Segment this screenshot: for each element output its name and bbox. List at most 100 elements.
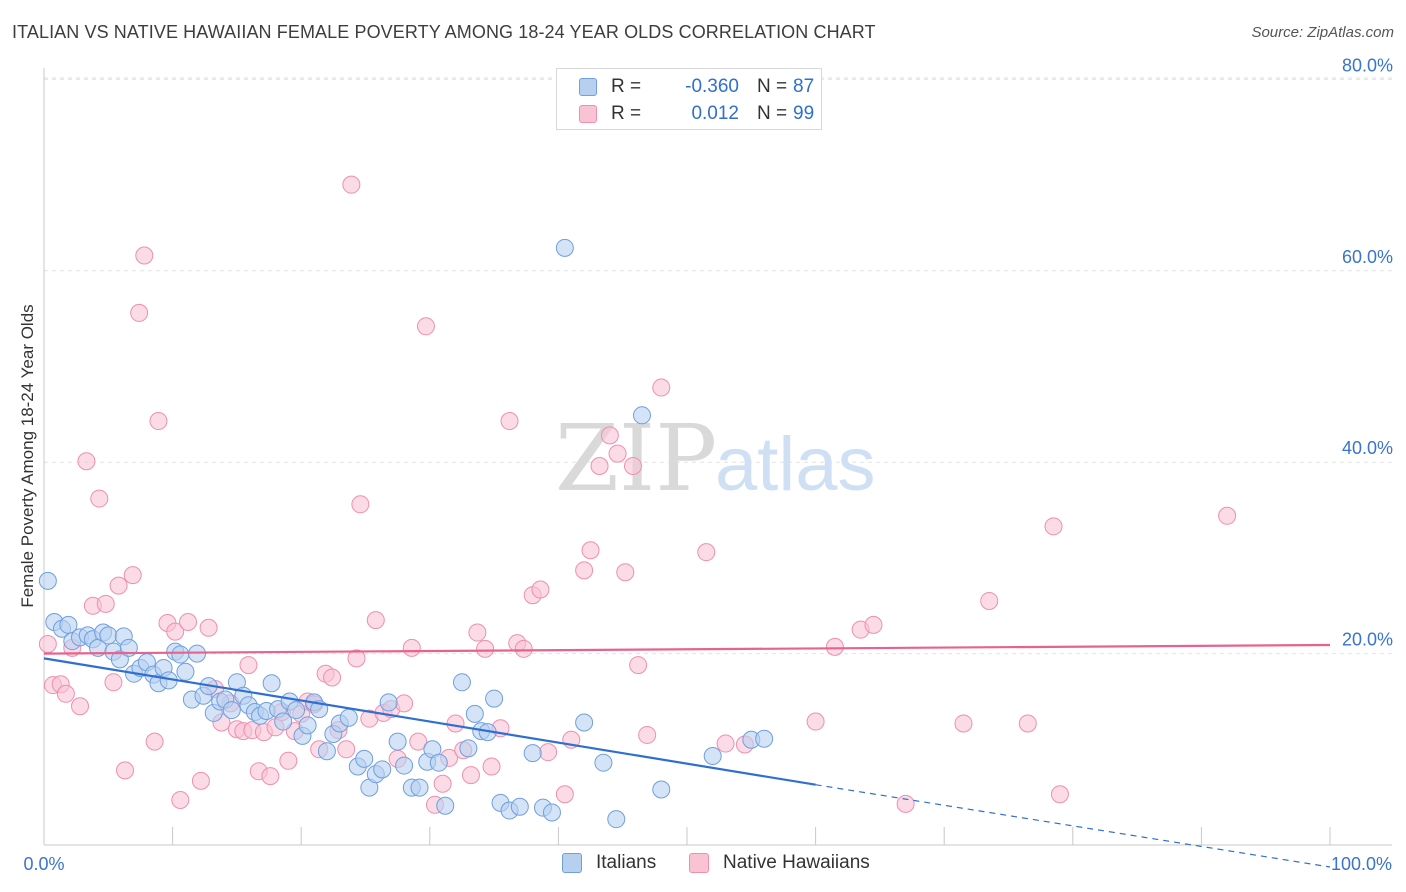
native-hawaiian-point bbox=[166, 622, 185, 641]
native-hawaiians-swatch bbox=[689, 853, 709, 873]
native-hawaiian-point bbox=[337, 740, 356, 759]
native-hawaiian-point bbox=[652, 378, 671, 397]
native-hawaiian-point bbox=[616, 563, 635, 582]
italian-point bbox=[262, 674, 281, 693]
italian-point bbox=[594, 753, 613, 772]
native-hawaiian-point bbox=[825, 637, 844, 656]
native-hawaiian-point bbox=[123, 566, 142, 585]
italians-swatch bbox=[562, 853, 582, 873]
y-tick-label: 40.0% bbox=[1342, 438, 1393, 458]
native-hawaiian-point bbox=[608, 444, 627, 463]
italian-point bbox=[410, 778, 429, 797]
grid-layer bbox=[44, 77, 1392, 655]
native-hawaiian-point bbox=[77, 452, 96, 471]
italian-point bbox=[575, 713, 594, 732]
native-hawaiian-point bbox=[575, 561, 594, 580]
native-hawaiian-point bbox=[581, 541, 600, 560]
x-tick-label: 0.0% bbox=[23, 854, 64, 874]
native-hawaiian-point bbox=[482, 757, 501, 776]
native-hawaiian-point bbox=[433, 774, 452, 793]
native-hawaiian-point bbox=[171, 791, 190, 810]
italian-point bbox=[607, 810, 626, 829]
native-hawaiian-point bbox=[366, 611, 385, 630]
native-hawaiian-point bbox=[199, 618, 218, 637]
r-label: R = bbox=[611, 103, 642, 124]
italians-trend-extension bbox=[815, 784, 1331, 868]
correlation-legend: R = -0.360 N = 87 R = 0.012 N = 99 bbox=[556, 68, 822, 130]
watermark-atlas: atlas bbox=[715, 422, 876, 507]
native-hawaiian-point bbox=[135, 246, 154, 265]
axes-layer bbox=[43, 68, 1392, 846]
native-hawaiian-point bbox=[347, 649, 366, 668]
chart-title: ITALIAN VS NATIVE HAWAIIAN FEMALE POVERT… bbox=[12, 22, 876, 42]
n-value: 99 bbox=[793, 103, 815, 124]
native-hawaiian-point bbox=[514, 639, 533, 658]
native-hawaiian-point bbox=[239, 656, 258, 675]
italian-point bbox=[452, 673, 471, 692]
n-label: N = bbox=[757, 76, 788, 97]
italian-point bbox=[542, 803, 561, 822]
native-hawaiian-point bbox=[279, 751, 298, 770]
native-hawaiian-point bbox=[638, 725, 657, 744]
italian-point bbox=[274, 712, 293, 731]
italian-point bbox=[632, 406, 651, 425]
r-value: -0.360 bbox=[685, 76, 739, 97]
italian-point bbox=[510, 797, 529, 816]
x-tick-label: 100.0% bbox=[1331, 854, 1392, 874]
native-hawaiian-point bbox=[351, 495, 370, 514]
native-hawaiian-point bbox=[116, 761, 135, 780]
native-hawaiian-point bbox=[600, 426, 619, 445]
native-hawaiian-point bbox=[1044, 517, 1063, 536]
italian-point bbox=[429, 753, 448, 772]
trend-lines bbox=[43, 643, 1331, 868]
native-hawaiian-point bbox=[109, 576, 128, 595]
series-native-hawaiians bbox=[38, 175, 1237, 814]
italian-point bbox=[373, 760, 392, 779]
native-hawaiian-point bbox=[145, 732, 164, 751]
native-hawaiian-point bbox=[468, 623, 487, 642]
italian-point bbox=[436, 796, 455, 815]
native-hawaiian-point bbox=[864, 615, 883, 634]
source-label: Source: ZipAtlas.com bbox=[1251, 24, 1394, 41]
italian-point bbox=[459, 739, 478, 758]
italian-point bbox=[222, 701, 241, 720]
native-hawaiian-point bbox=[476, 639, 495, 658]
native-hawaiian-point bbox=[342, 175, 361, 194]
native-hawaiian-point bbox=[323, 668, 342, 687]
legend-label-native-hawaiians: Native Hawaiians bbox=[723, 852, 870, 873]
native-hawaiians-swatch bbox=[579, 105, 597, 123]
series-italians bbox=[38, 238, 774, 829]
native-hawaiian-point bbox=[461, 766, 480, 785]
y-tick-label: 60.0% bbox=[1342, 247, 1393, 267]
italian-point bbox=[171, 645, 190, 664]
native-hawaiian-point bbox=[191, 771, 210, 790]
italian-point bbox=[99, 626, 118, 645]
italian-point bbox=[317, 742, 336, 761]
italians-swatch bbox=[579, 78, 597, 96]
native-hawaiian-point bbox=[38, 635, 57, 654]
italian-point bbox=[755, 729, 774, 748]
native-hawaiian-point bbox=[261, 767, 280, 786]
italian-point bbox=[703, 746, 722, 765]
native-hawaiian-point bbox=[896, 794, 915, 813]
native-hawaiian-point bbox=[500, 412, 519, 431]
native-hawaiian-point bbox=[96, 594, 115, 613]
native-hawaiian-point bbox=[395, 694, 414, 713]
native-hawaiian-point bbox=[104, 673, 123, 692]
r-label: R = bbox=[611, 76, 642, 97]
italian-point bbox=[287, 701, 306, 720]
n-value: 87 bbox=[793, 76, 815, 97]
native-hawaiian-point bbox=[806, 712, 825, 731]
native-hawaiian-point bbox=[446, 714, 465, 733]
native-hawaiian-point bbox=[1050, 785, 1069, 804]
native-hawaiian-point bbox=[409, 732, 428, 751]
native-hawaiian-point bbox=[555, 785, 574, 804]
italian-point bbox=[395, 756, 414, 775]
native-hawaiian-point bbox=[590, 457, 609, 476]
native-hawaiian-point bbox=[980, 591, 999, 610]
native-hawaiian-point bbox=[179, 613, 198, 632]
native-hawaiian-point bbox=[71, 697, 90, 716]
italian-point bbox=[379, 693, 398, 712]
native-hawaiian-point bbox=[623, 457, 642, 476]
